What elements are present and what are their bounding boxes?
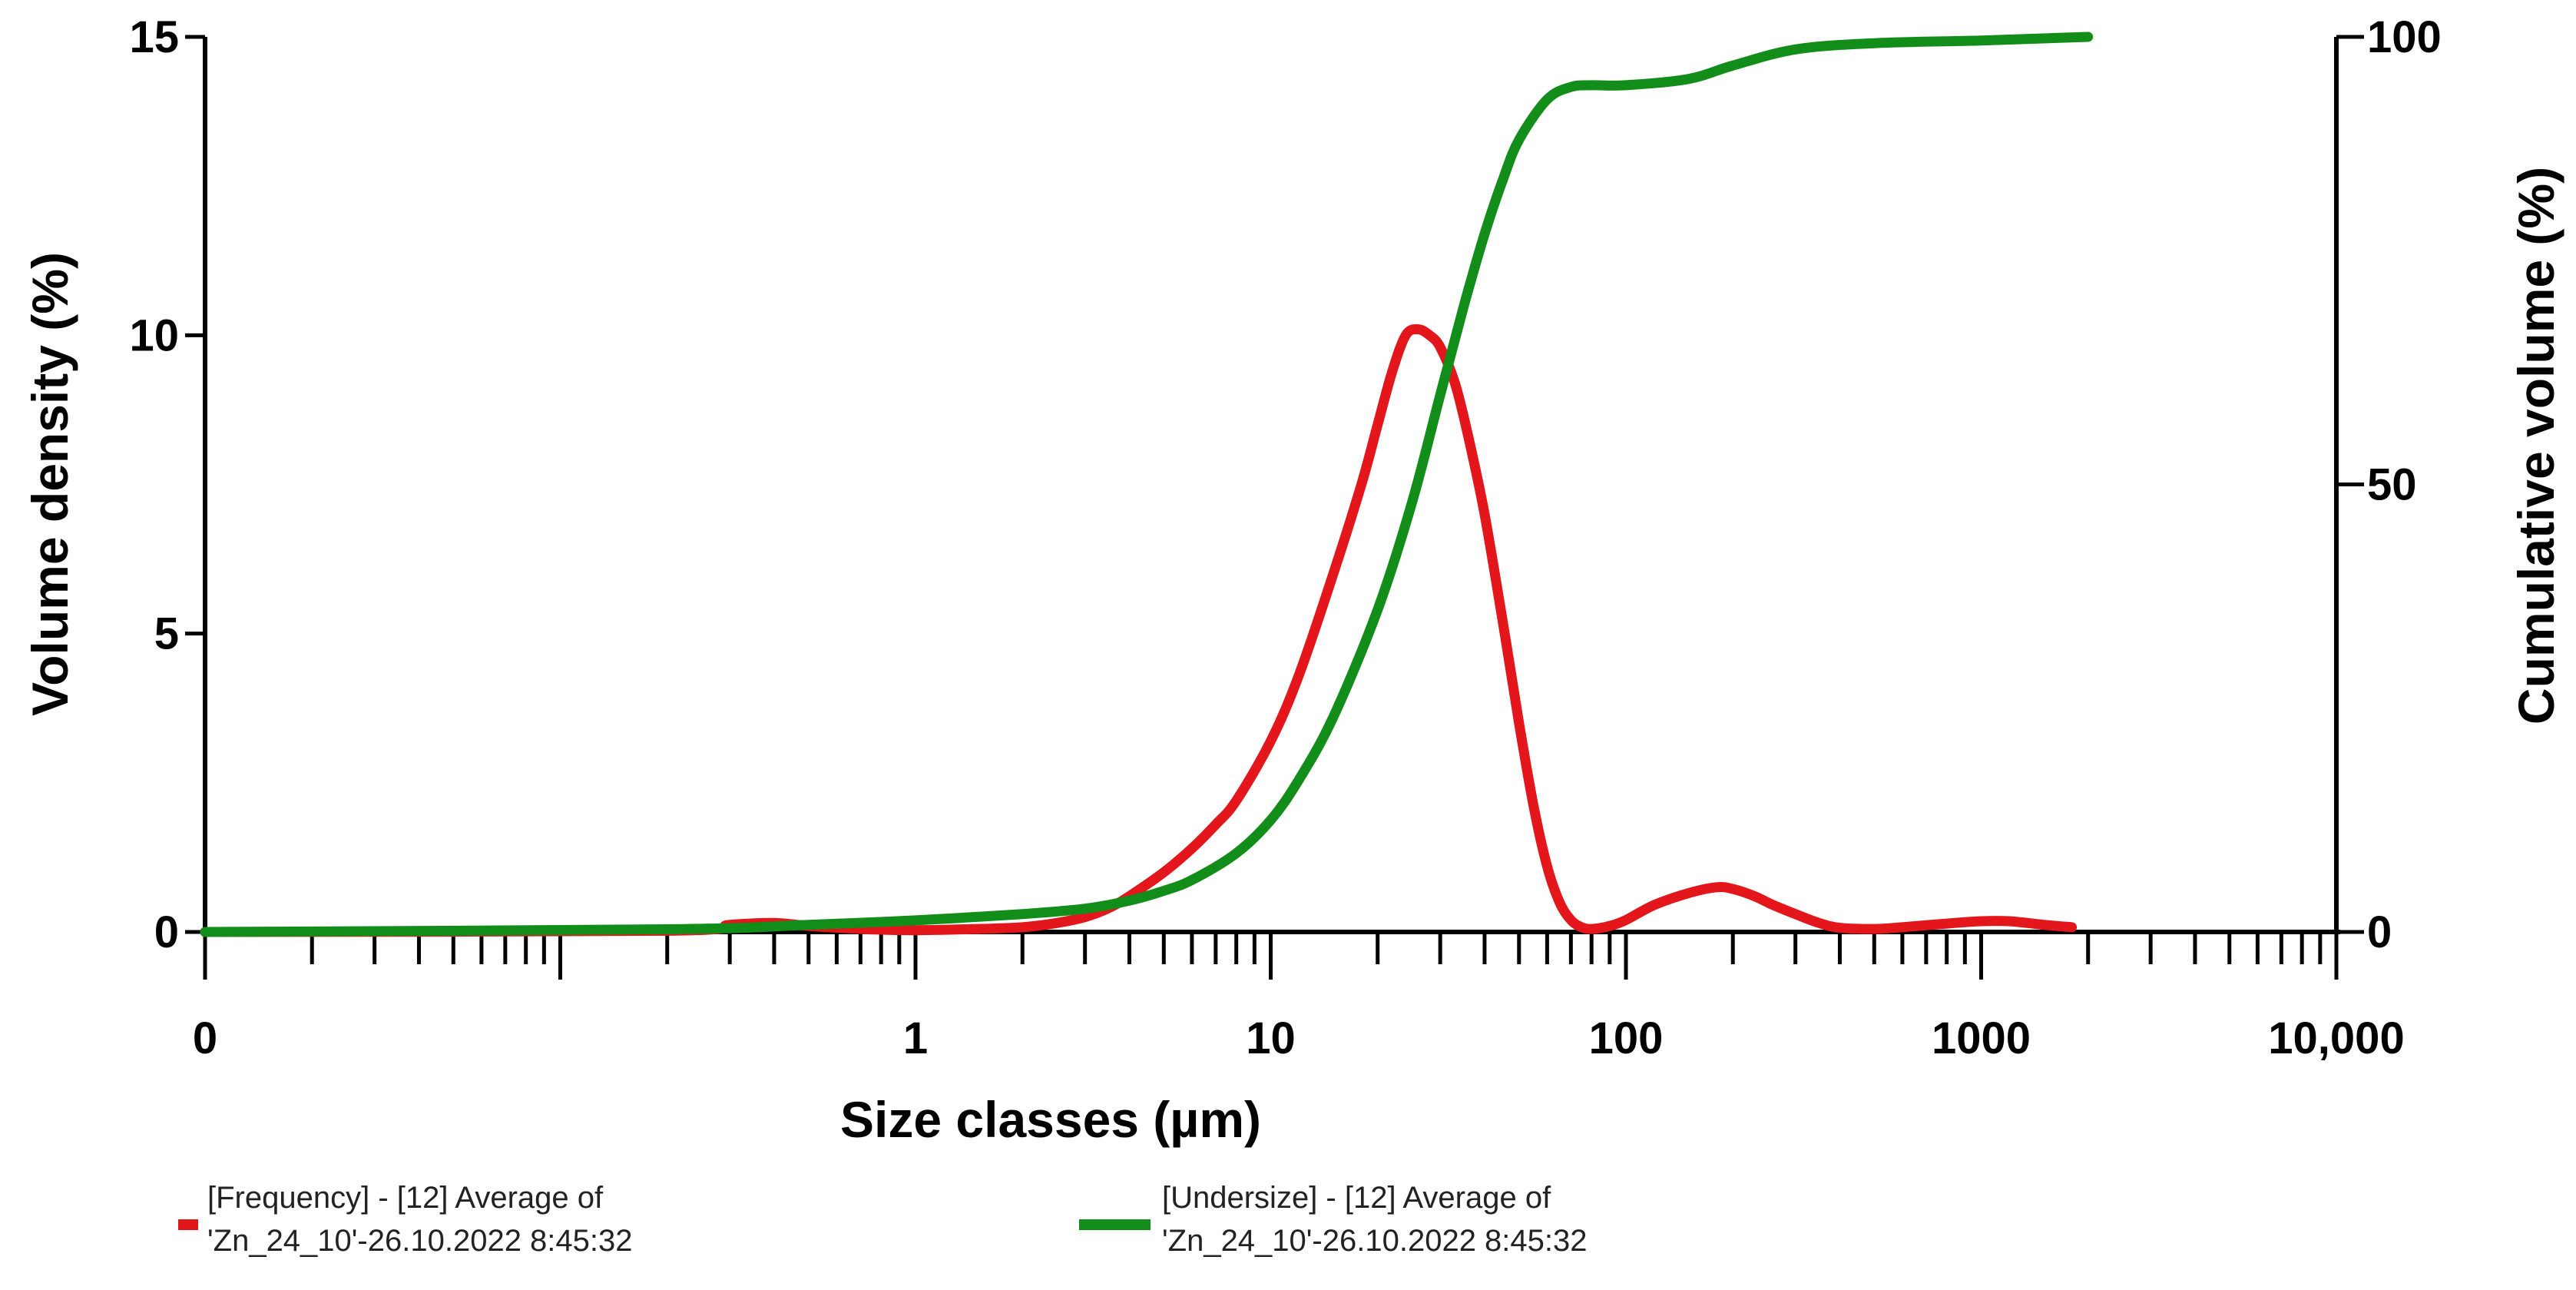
legend-label-frequency-line1: [Frequency] - [12] Average of	[207, 1181, 604, 1215]
x-tick-label: 100	[1589, 1013, 1664, 1063]
right-y-tick-label: 0	[2367, 907, 2392, 957]
legend: [Frequency] - [12] Average of 'Zn_24_10'…	[178, 1181, 1588, 1258]
x-axis-tick-labels: 0 1 10 100 1000 10,000	[193, 1013, 2405, 1063]
left-y-tick-label: 0	[154, 907, 179, 957]
left-y-tick-label: 5	[154, 609, 179, 659]
left-y-axis-ticks: 0 5 10 15	[129, 12, 205, 957]
x-axis-ticks	[203, 932, 2339, 980]
right-y-axis-ticks: 0 50 100	[2336, 12, 2442, 957]
x-tick-label: 10	[1246, 1013, 1296, 1063]
series-undersize-line	[200, 32, 2094, 937]
legend-label-undersize-line2: 'Zn_24_10'-26.10.2022 8:45:32	[1162, 1224, 1588, 1258]
legend-label-frequency-line2: 'Zn_24_10'-26.10.2022 8:45:32	[207, 1224, 633, 1258]
x-tick-label: 1000	[1932, 1013, 2031, 1063]
left-y-tick-label: 15	[129, 12, 179, 62]
left-y-axis-title: Volume density (%)	[22, 252, 78, 716]
x-axis-title: Size classes (µm)	[840, 1091, 1261, 1148]
right-y-tick-label: 100	[2367, 12, 2442, 62]
x-tick-label: 0	[193, 1013, 217, 1063]
x-tick-label: 1	[903, 1013, 928, 1063]
legend-label-undersize-line1: [Undersize] - [12] Average of	[1162, 1181, 1551, 1215]
right-y-axis-title: Cumulative volume (%)	[2508, 167, 2564, 725]
left-y-tick-label: 10	[129, 310, 179, 360]
series-frequency-line	[200, 324, 2078, 937]
series-layer	[200, 32, 2094, 937]
right-y-tick-label: 50	[2367, 460, 2417, 510]
x-tick-label: 10,000	[2268, 1013, 2404, 1063]
